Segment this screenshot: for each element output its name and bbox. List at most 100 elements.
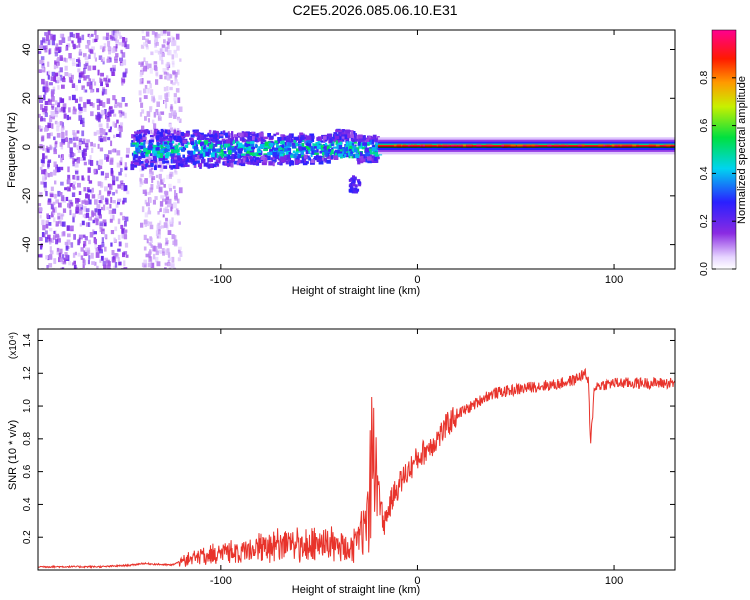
spectrogram-cell bbox=[106, 264, 111, 269]
spectrogram-cell bbox=[48, 70, 51, 75]
spectrogram-cell bbox=[201, 147, 204, 152]
spectrogram-cell bbox=[307, 147, 311, 151]
spectrogram-cell bbox=[108, 209, 113, 215]
spectrogram-cell bbox=[281, 136, 284, 141]
spectrogram-cell bbox=[95, 219, 99, 226]
spectrogram-cell bbox=[193, 147, 199, 152]
spectrogram-cell bbox=[173, 93, 177, 98]
spectrogram-cell bbox=[78, 237, 81, 244]
spectrogram-cell bbox=[393, 144, 397, 148]
spectrogram-cell bbox=[81, 34, 85, 41]
spectrogram-cell bbox=[79, 157, 84, 161]
spectrogram-cell bbox=[262, 136, 268, 140]
spectrogram-cell bbox=[101, 237, 104, 243]
spectrogram-cell bbox=[53, 169, 57, 176]
spectrogram-cell bbox=[138, 161, 144, 165]
spectrogram-cell bbox=[155, 79, 159, 85]
spectrogram-cell bbox=[109, 34, 112, 39]
spectrogram-cell bbox=[159, 153, 163, 158]
spectrogram-cell bbox=[335, 140, 338, 146]
spectrogram-cell bbox=[81, 130, 85, 137]
spectrogram-cell bbox=[119, 57, 123, 62]
spectrogram-cell bbox=[108, 78, 111, 83]
spectrogram-cell bbox=[90, 81, 93, 85]
spectrogram-cell bbox=[178, 142, 181, 146]
spectrogram-cell bbox=[146, 238, 149, 244]
spectrogram-cell bbox=[51, 71, 56, 76]
spectrogram-cell bbox=[147, 40, 151, 44]
spectrogram-cell bbox=[102, 46, 106, 52]
spectrogram-cell bbox=[115, 30, 119, 34]
spectrogram-cell bbox=[124, 103, 128, 107]
spectrogram-cell bbox=[114, 253, 118, 257]
spectrogram-cell bbox=[137, 135, 141, 138]
spectrogram-cell bbox=[71, 83, 76, 88]
spectrogram-cell bbox=[124, 185, 128, 191]
spectrogram-cell bbox=[212, 135, 218, 140]
spectrogram-cell bbox=[162, 251, 165, 256]
spectrogram-cell bbox=[340, 147, 343, 152]
spectrogram-cell bbox=[284, 148, 288, 152]
spectrogram-cell bbox=[346, 141, 349, 145]
spectrogram-cell bbox=[60, 145, 64, 150]
spectrogram-cell bbox=[57, 216, 61, 220]
spectrogram-cell bbox=[194, 140, 197, 145]
spectrogram-cell bbox=[652, 144, 657, 148]
spectrogram-cell bbox=[65, 46, 68, 51]
spectrogram-cell bbox=[53, 161, 57, 168]
spectrogram-cell bbox=[241, 153, 246, 156]
spectrogram-cell bbox=[272, 151, 278, 157]
spectrogram-cell bbox=[161, 151, 165, 155]
spectrogram-cell bbox=[353, 176, 357, 180]
spectrogram-cell bbox=[67, 178, 71, 185]
spectrogram-cell bbox=[124, 173, 127, 178]
spectrogram-cell bbox=[86, 249, 91, 254]
spectrogram-cell bbox=[140, 62, 143, 68]
spectrogram-cell bbox=[150, 89, 154, 95]
spectrogram-cell bbox=[420, 144, 424, 148]
spectrogram-cell bbox=[224, 163, 228, 166]
spectrogram-cell bbox=[554, 144, 560, 148]
spectrogram-cell bbox=[58, 70, 61, 77]
spectrogram-cell bbox=[174, 53, 178, 58]
spectrogram-cell bbox=[101, 109, 105, 116]
spectrogram-cell bbox=[145, 154, 149, 157]
spectrogram-cell bbox=[163, 222, 168, 228]
spectrogram-cell bbox=[402, 144, 407, 148]
spectrogram-cell bbox=[148, 144, 154, 149]
spectrogram-cell bbox=[367, 156, 372, 161]
spectrogram-cell bbox=[98, 55, 103, 60]
spectrogram-cell bbox=[354, 154, 360, 158]
spectrogram-cell bbox=[149, 221, 153, 225]
spectrogram-cell bbox=[52, 103, 55, 108]
spectrogram-cell bbox=[46, 133, 51, 139]
spectrogram-cell bbox=[215, 153, 219, 158]
spectrogram-cell bbox=[192, 129, 196, 133]
spectrogram-cell bbox=[70, 79, 74, 83]
spectrogram-cell bbox=[74, 85, 78, 91]
spectrogram-cell bbox=[68, 116, 72, 120]
spectrogram-cell bbox=[93, 231, 97, 235]
spectrogram-cell bbox=[117, 127, 121, 131]
spectrogram-cell bbox=[241, 144, 246, 149]
spectrogram-cell bbox=[41, 219, 45, 226]
snr-y-label: SNR (10 * v/v) bbox=[7, 420, 19, 490]
spectrogram-cell bbox=[114, 262, 118, 268]
y-tick-label: 0.8 bbox=[22, 431, 33, 445]
spectrogram-cell bbox=[114, 104, 118, 108]
spectrogram-cell bbox=[202, 153, 205, 156]
spectrogram-cell bbox=[49, 250, 54, 255]
spectrogram-cell bbox=[162, 130, 165, 135]
spectrogram-cell bbox=[90, 89, 94, 93]
spectrogram-cell bbox=[177, 149, 180, 153]
spectrogram-cell bbox=[141, 109, 145, 114]
spectrogram-cell bbox=[176, 144, 181, 150]
spectrogram-cell bbox=[360, 155, 364, 161]
spectrogram-cell bbox=[64, 72, 69, 77]
spectrogram-cell bbox=[99, 214, 102, 219]
spectrogram-cell bbox=[234, 145, 238, 150]
spectrogram-cell bbox=[283, 142, 287, 146]
spectrogram-cell bbox=[52, 208, 55, 213]
spectrogram-cell bbox=[102, 136, 107, 142]
spectrogram-cell bbox=[149, 224, 154, 230]
